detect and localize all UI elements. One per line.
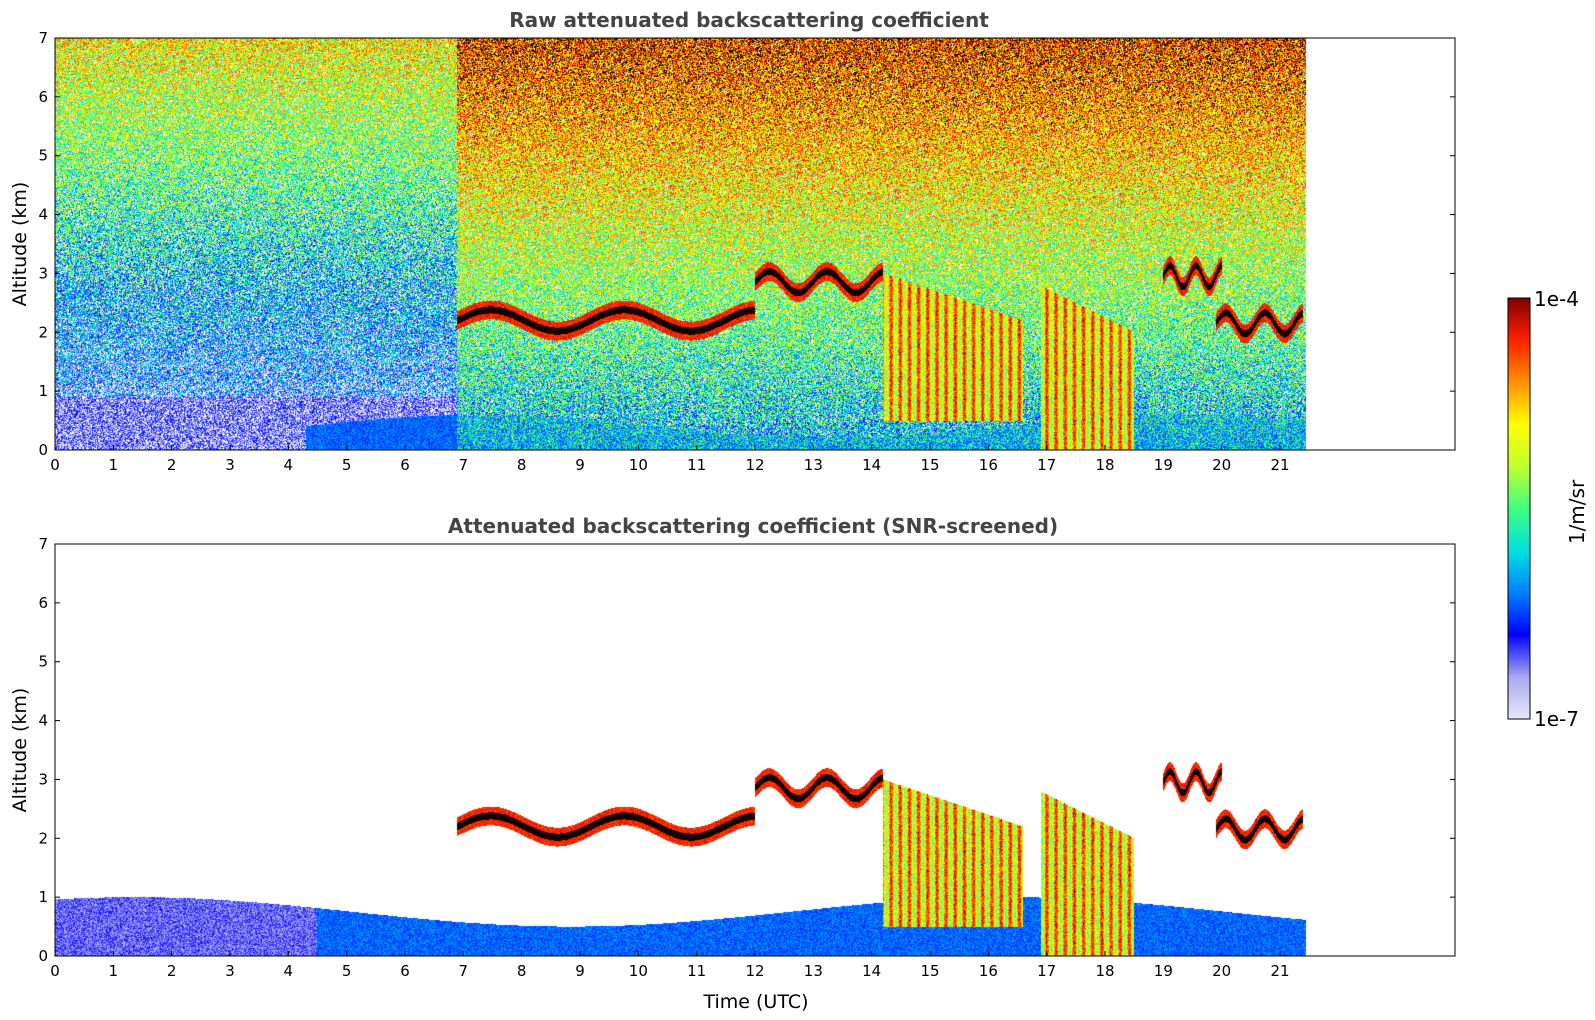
y-tick-label: 6	[38, 88, 48, 106]
y-tick-label: 6	[38, 594, 48, 612]
x-tick-label: 13	[804, 456, 823, 474]
heatmap-screened	[55, 544, 1307, 956]
x-tick-label: 21	[1270, 962, 1289, 980]
x-tick-label: 1	[109, 962, 119, 980]
panel-title-raw: Raw attenuated backscattering coefficien…	[509, 8, 989, 32]
x-tick-label: 11	[687, 962, 706, 980]
x-tick-label: 17	[1037, 962, 1056, 980]
x-tick-label: 11	[687, 456, 706, 474]
x-tick-label: 13	[804, 962, 823, 980]
y-axis-label-screened: Altitude (km)	[9, 688, 31, 813]
y-ticks-screened: 0 1 2 3 4 5 6 7	[38, 535, 1455, 965]
colorbar-unit-label: 1/m/sr	[1565, 479, 1589, 544]
x-tick-label: 8	[517, 456, 527, 474]
colorbar-min-label: 1e-7	[1534, 707, 1579, 731]
x-tick-label: 9	[575, 456, 585, 474]
x-tick-label: 19	[1154, 962, 1173, 980]
y-tick-label: 2	[38, 829, 48, 847]
x-tick-label: 3	[225, 962, 235, 980]
x-tick-label: 2	[167, 456, 177, 474]
x-tick-label: 20	[1212, 456, 1231, 474]
x-tick-label: 14	[862, 962, 881, 980]
colorbar: 1e-4 1e-7 1/m/sr	[1507, 287, 1589, 731]
x-tick-label: 19	[1154, 456, 1173, 474]
x-tick-label: 20	[1212, 962, 1231, 980]
x-ticks-raw: 0 1 2 3 4 5 6 7 8 9 10 11 12 13 14 15 16 17 18 19 20 21	[50, 445, 1290, 474]
x-tick-label: 6	[400, 456, 410, 474]
panel-raw: Raw attenuated backscattering coefficien…	[9, 8, 1456, 474]
x-tick-label: 8	[517, 962, 527, 980]
panel-screened: Attenuated backscattering coefficient (S…	[9, 514, 1456, 1013]
x-tick-label: 10	[629, 456, 648, 474]
x-tick-label: 12	[745, 962, 764, 980]
x-tick-label: 12	[745, 456, 764, 474]
x-axis-label: Time (UTC)	[702, 991, 808, 1013]
y-tick-label: 5	[38, 147, 48, 165]
x-tick-label: 10	[629, 962, 648, 980]
y-tick-label: 5	[38, 653, 48, 671]
heatmap-raw	[55, 38, 1307, 450]
y-tick-label: 0	[38, 947, 48, 965]
y-tick-label: 7	[38, 535, 48, 553]
colorbar-max-label: 1e-4	[1534, 287, 1579, 311]
x-tick-label: 5	[342, 456, 352, 474]
y-tick-label: 4	[38, 712, 48, 730]
x-tick-label: 7	[459, 456, 469, 474]
x-tick-label: 5	[342, 962, 352, 980]
panel-title-screened: Attenuated backscattering coefficient (S…	[448, 514, 1058, 538]
x-tick-label: 16	[979, 962, 998, 980]
y-axis-label-raw: Altitude (km)	[9, 182, 31, 307]
x-tick-label: 18	[1095, 962, 1114, 980]
y-tick-label: 3	[38, 264, 48, 282]
x-tick-label: 16	[979, 456, 998, 474]
x-tick-label: 2	[167, 962, 177, 980]
x-tick-label: 15	[920, 962, 939, 980]
y-tick-label: 4	[38, 206, 48, 224]
x-tick-label: 15	[920, 456, 939, 474]
x-tick-label: 3	[225, 456, 235, 474]
y-tick-label: 7	[38, 29, 48, 47]
x-tick-label: 6	[400, 962, 410, 980]
x-tick-label: 7	[459, 962, 469, 980]
x-tick-label: 17	[1037, 456, 1056, 474]
x-tick-label: 18	[1095, 456, 1114, 474]
x-tick-label: 4	[284, 456, 294, 474]
y-ticks-raw: 0 1 2 3 4 5 6 7	[38, 29, 1455, 459]
colorbar-gradient	[1507, 297, 1531, 720]
x-tick-label: 0	[50, 962, 60, 980]
x-tick-label: 0	[50, 456, 60, 474]
y-tick-label: 1	[38, 382, 48, 400]
x-tick-label: 4	[284, 962, 294, 980]
y-tick-label: 3	[38, 770, 48, 788]
x-tick-label: 1	[109, 456, 119, 474]
y-tick-label: 2	[38, 323, 48, 341]
x-ticks-screened: 0 1 2 3 4 5 6 7 8 9 10 11 12 13 14 15 16 17 18 19 20 21	[50, 951, 1290, 980]
y-tick-label: 0	[38, 441, 48, 459]
x-tick-label: 21	[1270, 456, 1289, 474]
x-tick-label: 14	[862, 456, 881, 474]
x-tick-label: 9	[575, 962, 585, 980]
y-tick-label: 1	[38, 888, 48, 906]
